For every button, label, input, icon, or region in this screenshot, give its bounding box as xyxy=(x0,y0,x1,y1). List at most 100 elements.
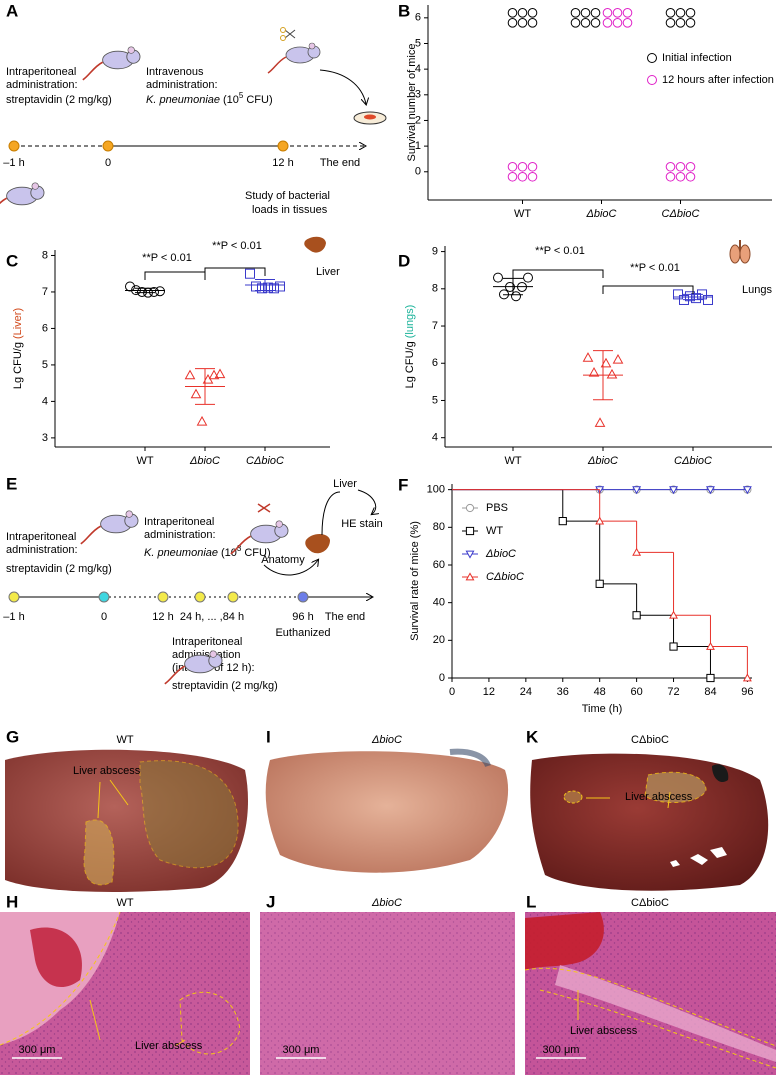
panel-label: I xyxy=(266,727,271,746)
lung-icon xyxy=(739,244,751,264)
data-point xyxy=(245,268,255,279)
annotation: Liver abscess xyxy=(625,791,693,803)
mouse-marker xyxy=(685,18,696,28)
significance-label: **P < 0.01 xyxy=(630,262,680,274)
data-point xyxy=(517,281,527,292)
timeline-label: The end xyxy=(325,611,365,623)
drug-text: streptavidin (2 mg/kg) xyxy=(6,94,112,106)
mouse-ear xyxy=(125,510,133,518)
mouse-marker xyxy=(590,8,601,18)
mouse-icon xyxy=(230,520,289,555)
panel-label: D xyxy=(398,251,410,270)
dose-exponent: 3 xyxy=(237,544,242,553)
organ-label: Liver xyxy=(316,266,340,278)
stain-label: HE stain xyxy=(341,518,383,530)
legend-label: WT xyxy=(486,525,503,537)
route-text: administration: xyxy=(146,79,218,91)
data-point xyxy=(275,281,285,292)
mouse-cluster xyxy=(507,161,538,182)
data-point xyxy=(125,281,135,292)
legend-marker xyxy=(465,572,475,581)
timeline-label: 0 xyxy=(105,157,111,169)
mouse-marker xyxy=(685,161,696,172)
panel-label: A xyxy=(6,1,18,20)
photo-title: CΔbioC xyxy=(631,734,669,746)
mouse-icon xyxy=(0,182,45,206)
mouse-marker xyxy=(665,161,676,172)
route-text: Intraperitoneal xyxy=(6,66,76,78)
data-point xyxy=(600,357,612,368)
mouse-ear xyxy=(209,650,217,658)
mouse-marker xyxy=(675,171,686,182)
y-tick-label: 2 xyxy=(415,114,421,126)
panel-label: G xyxy=(6,727,19,746)
y-axis-label-part: Lg CFU/g xyxy=(404,341,416,388)
data-point xyxy=(269,283,279,294)
survival-marker xyxy=(595,579,604,588)
y-tick-label: 0 xyxy=(439,672,445,684)
timepoint xyxy=(297,591,309,603)
anatomy-label: Anatomy xyxy=(261,554,305,566)
x-tick-label: WT xyxy=(136,455,153,467)
liver-icon xyxy=(304,236,326,253)
outcome-text: loads in tissues xyxy=(252,204,328,216)
organ-label: Lungs xyxy=(742,284,772,296)
y-tick-label: 60 xyxy=(433,559,445,571)
legend-marker xyxy=(465,526,475,536)
y-tick-label: 8 xyxy=(42,249,48,261)
timeline-label: 12 h xyxy=(272,157,293,169)
dose: (10 xyxy=(223,94,239,106)
mouse-cluster xyxy=(602,8,633,28)
panel-label: C xyxy=(6,251,18,270)
mouse-marker xyxy=(507,8,518,18)
timeline-label: The end xyxy=(320,157,360,169)
mouse-marker xyxy=(570,8,581,18)
mouse-marker xyxy=(685,8,696,18)
mouse-marker xyxy=(580,18,591,28)
data-point xyxy=(196,415,208,426)
x-tick-label: 60 xyxy=(630,686,642,698)
timeline-label: 12 h xyxy=(152,611,173,623)
mouse-marker xyxy=(527,18,538,28)
mouse-cluster xyxy=(570,8,601,28)
data-point xyxy=(251,281,261,292)
survival-marker xyxy=(632,547,642,556)
significance-bracket xyxy=(204,267,266,276)
process-arrow xyxy=(319,69,366,104)
scissors-icon xyxy=(257,503,271,513)
dose-text: K. pneumoniae (103 CFU) xyxy=(144,544,271,559)
data-point xyxy=(143,287,153,298)
error-bar xyxy=(683,293,703,301)
timepoint xyxy=(102,140,114,152)
significance-bracket xyxy=(512,269,604,278)
liver-icon xyxy=(305,534,330,554)
process-arrow xyxy=(321,491,341,536)
mouse-marker xyxy=(675,161,686,172)
panel-label: B xyxy=(398,1,410,20)
mouse-icon xyxy=(164,650,223,685)
x-tick-label: CΔbioC xyxy=(662,208,700,220)
timepoint xyxy=(157,591,169,603)
panel-label: E xyxy=(6,474,17,493)
survival-marker xyxy=(669,486,678,495)
mouse-tail xyxy=(164,665,185,685)
data-point xyxy=(257,283,267,294)
x-tick-label: ΔbioC xyxy=(585,208,616,220)
mouse-marker xyxy=(675,18,686,28)
panel-label: J xyxy=(266,892,275,911)
mouse-ear xyxy=(275,520,283,528)
data-point xyxy=(184,369,196,380)
data-point xyxy=(214,368,226,379)
data-point xyxy=(594,417,606,427)
panel-label: H xyxy=(6,892,18,911)
dose-unit: CFU) xyxy=(244,547,270,559)
data-point xyxy=(691,293,701,304)
data-point xyxy=(149,286,159,297)
y-tick-label: 4 xyxy=(432,432,438,444)
y-tick-label: 3 xyxy=(42,432,48,444)
error-bar xyxy=(593,350,613,401)
mouse-cluster xyxy=(665,8,696,28)
photo-title: ΔbioC xyxy=(371,897,402,909)
scale-bar-label: 300 μm xyxy=(543,1044,580,1056)
